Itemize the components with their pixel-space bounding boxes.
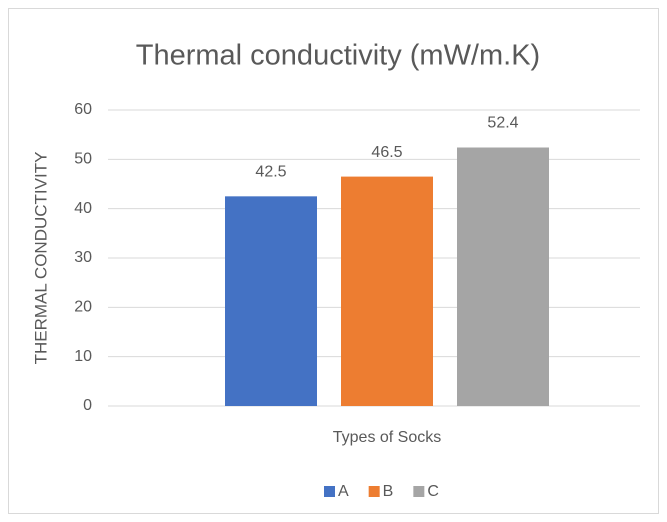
chart-title: Thermal conductivity (mW/m.K) (136, 40, 540, 72)
legend-label: C (427, 483, 439, 500)
y-tick-label: 60 (74, 101, 92, 118)
chart-border (8, 8, 659, 514)
legend-label: A (338, 483, 349, 500)
legend-swatch (324, 486, 335, 497)
data-label: 46.5 (371, 144, 402, 161)
bar (225, 196, 317, 406)
legend-label: B (383, 483, 394, 500)
data-label: 52.4 (487, 115, 518, 132)
legend-swatch (413, 486, 425, 497)
y-tick-label: 0 (83, 397, 92, 414)
x-tick-label: Types of Socks (333, 429, 442, 446)
y-tick-label: 50 (74, 151, 92, 168)
bar (457, 147, 549, 406)
y-axis-label: THERMAL CONDUCTIVITY (31, 152, 50, 365)
y-tick-label: 30 (74, 249, 92, 266)
data-label: 42.5 (255, 164, 286, 181)
legend-swatch (368, 486, 380, 497)
y-tick-label: 10 (74, 348, 92, 365)
y-tick-label: 40 (74, 200, 92, 217)
bar (341, 176, 433, 406)
y-tick-label: 20 (74, 299, 92, 316)
